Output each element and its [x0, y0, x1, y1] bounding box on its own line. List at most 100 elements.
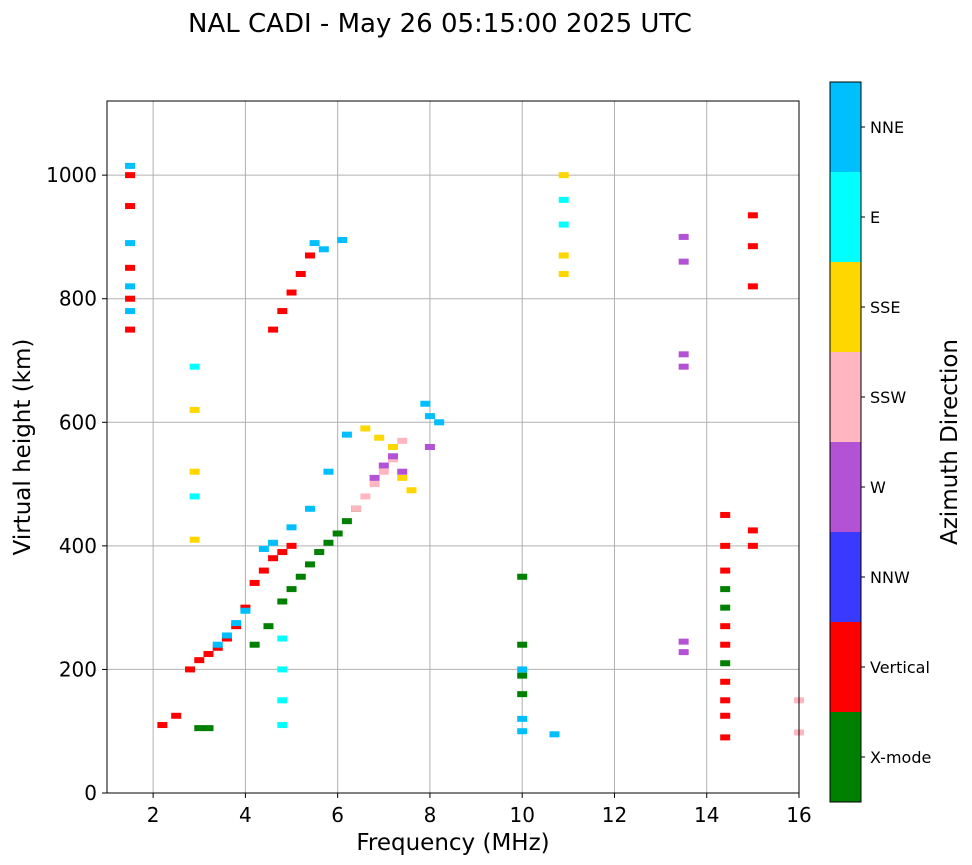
echo-mark-nne	[304, 505, 315, 512]
echo-mark-vertical	[304, 252, 315, 259]
echo-mark-sse	[558, 252, 569, 259]
echo-mark-ssw	[369, 481, 380, 488]
echo-mark-e	[277, 666, 288, 673]
colorbar-swatch-w	[830, 442, 861, 532]
echo-mark-vertical	[720, 623, 731, 630]
x-axis-ticks: 2 4 6 8 10 12 14 16	[147, 793, 812, 827]
echo-mark-x-mode	[517, 641, 528, 648]
echo-mark-x-mode	[720, 586, 731, 593]
echo-mark-nne	[231, 620, 242, 627]
echo-mark-x-mode	[249, 641, 260, 648]
echo-mark-nne	[549, 731, 560, 738]
x-axis-label: Frequency (MHz)	[356, 830, 549, 856]
echo-mark-x-mode	[341, 518, 352, 525]
plot-area	[106, 100, 804, 794]
echo-mark-sse	[558, 172, 569, 179]
plot-frame	[106, 100, 800, 794]
echo-mark-nne	[125, 162, 136, 169]
y-axis-label: Virtual height (km)	[10, 339, 36, 556]
echo-mark-x-mode	[314, 549, 325, 556]
echo-mark-nne	[318, 246, 329, 253]
echo-mark-ssw	[360, 493, 371, 500]
echo-mark-vertical	[286, 289, 297, 296]
echo-mark-ssw	[351, 505, 362, 512]
echo-mark-nne	[323, 468, 334, 475]
echo-mark-x-mode	[720, 604, 731, 611]
echo-mark-vertical	[171, 712, 182, 719]
echo-mark-vertical	[125, 295, 136, 302]
echo-mark-w	[678, 638, 689, 645]
echo-mark-sse	[374, 434, 385, 441]
colorbar-tick-label: SSW	[870, 388, 906, 407]
colorbar-frame	[829, 81, 862, 803]
echo-mark-e	[277, 635, 288, 642]
data-marks	[125, 162, 804, 741]
echo-mark-vertical	[258, 567, 269, 574]
echo-mark-w	[678, 233, 689, 240]
colorbar-tick-label: W	[870, 478, 886, 497]
echo-mark-nne	[125, 240, 136, 247]
echo-mark-sse	[388, 444, 399, 450]
echo-mark-x-mode	[517, 691, 528, 698]
echo-mark-ssw	[397, 437, 408, 444]
colorbar-swatch-nne	[830, 82, 861, 172]
echo-mark-sse	[189, 536, 200, 543]
echo-mark-x-mode	[332, 530, 343, 537]
echo-mark-vertical	[231, 623, 242, 630]
echo-mark-nne	[286, 524, 297, 531]
echo-mark-nne	[221, 632, 232, 639]
echo-mark-vertical	[240, 604, 251, 611]
echo-mark-nne	[125, 283, 136, 290]
echo-mark-w	[678, 258, 689, 265]
echo-mark-vertical	[125, 172, 136, 179]
x-tick-label: 6	[331, 803, 344, 827]
echo-mark-vertical	[747, 283, 758, 290]
echo-mark-w	[369, 474, 380, 481]
colorbar-swatch-sse	[830, 262, 861, 352]
echo-mark-nne	[341, 431, 352, 438]
echo-mark-vertical	[286, 542, 297, 549]
x-tick-label: 14	[694, 803, 719, 827]
colorbar-swatch-x-mode	[830, 712, 861, 802]
colorbar-swatch-nnw	[830, 532, 861, 622]
echo-mark-nne	[424, 413, 435, 420]
x-tick-label: 12	[602, 803, 627, 827]
y-axis-ticks: 0 200 400 600 800 1000	[46, 163, 107, 805]
echo-mark-e	[558, 221, 569, 228]
colorbar-tick-label: SSE	[870, 298, 900, 317]
echo-mark-x-mode	[295, 573, 306, 580]
echo-mark-sse	[189, 406, 200, 413]
echo-mark-nne	[309, 240, 320, 247]
x-tick-label: 16	[786, 803, 811, 827]
echo-mark-vertical	[221, 635, 232, 642]
echo-mark-ssw	[378, 468, 389, 475]
echo-mark-nne	[420, 400, 431, 407]
echo-mark-e	[189, 493, 200, 500]
colorbar-tick-label: NNW	[870, 568, 910, 587]
echo-mark-vertical	[720, 678, 731, 685]
echo-mark-ssw	[388, 456, 399, 463]
colorbar-tick-label: NNE	[870, 118, 904, 137]
y-tick-label: 400	[59, 534, 97, 558]
echo-mark-vertical	[720, 712, 731, 719]
echo-mark-x-mode	[323, 539, 334, 546]
y-tick-label: 0	[84, 781, 97, 805]
echo-mark-vertical	[194, 657, 205, 664]
echo-mark-vertical	[720, 511, 731, 518]
echo-mark-nne	[517, 728, 528, 735]
echo-mark-vertical	[747, 542, 758, 549]
colorbar-label: Azimuth Direction	[937, 339, 963, 545]
echo-mark-x-mode	[194, 725, 205, 732]
echo-mark-vertical	[185, 666, 196, 673]
echo-mark-vertical	[249, 579, 260, 586]
echo-mark-vertical	[747, 243, 758, 250]
echo-mark-vertical	[125, 203, 136, 210]
colorbar-swatch-ssw	[830, 352, 861, 442]
echo-mark-vertical	[125, 264, 136, 271]
echo-mark-vertical	[125, 326, 136, 333]
echo-mark-vertical	[268, 326, 279, 333]
echo-mark-e	[277, 697, 288, 704]
echo-mark-vertical	[212, 644, 223, 651]
echo-mark-w	[678, 363, 689, 370]
